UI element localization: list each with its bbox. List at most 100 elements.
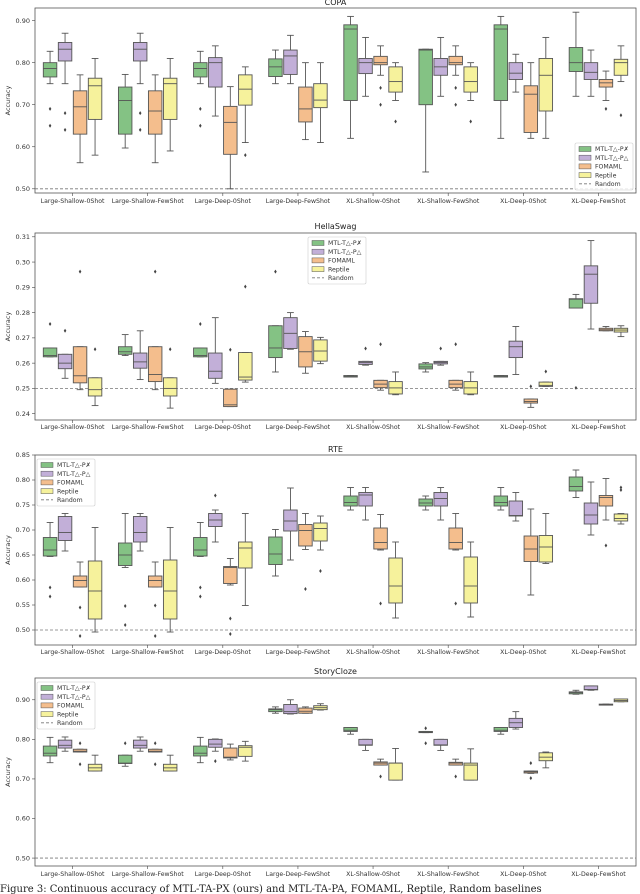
outlier-marker [274, 269, 277, 274]
box-reptile [238, 66, 253, 158]
box-fomaml [523, 508, 539, 596]
box-mtltp [418, 48, 433, 173]
x-tick-label: XL-Shallow-FewShot [417, 424, 480, 431]
outlier-marker [424, 726, 427, 731]
iqr-box [162, 559, 178, 620]
x-tick-label: Large-Deep-0Shot [195, 424, 252, 431]
iqr-box [388, 762, 403, 781]
outlier-marker [48, 594, 52, 599]
outlier-marker [619, 113, 623, 118]
outlier-marker [214, 493, 217, 498]
box-mtltp [208, 45, 223, 117]
legend-label: Random [57, 497, 83, 504]
box-reptile [313, 703, 328, 711]
iqr-box [238, 352, 253, 381]
y-tick-label: 0.55 [16, 601, 30, 609]
x-tick-label: Large-Shallow-0Shot [41, 424, 105, 431]
box-mtltp [117, 73, 133, 149]
box-mtltp [268, 49, 283, 85]
iqr-box [57, 516, 73, 541]
iqr-box [493, 495, 509, 507]
x-tick-label: XL-Shallow-0Shot [346, 871, 401, 878]
box-mtltp [433, 36, 448, 97]
x-tick-label: Large-Shallow-0Shot [41, 649, 105, 656]
outlier-marker [93, 347, 97, 352]
x-tick-label: XL-Shallow-FewShot [417, 649, 480, 656]
y-tick-label: 0.70 [16, 526, 30, 534]
legend-label: MTL-T△-P△ [595, 155, 629, 162]
box-reptile [87, 58, 103, 156]
legend-label: Reptile [595, 172, 617, 179]
y-tick-label: 0.50 [16, 185, 30, 193]
outlier-marker [153, 634, 157, 638]
box-mtltp [132, 513, 148, 552]
box-reptile [463, 371, 478, 396]
box-fomaml [72, 74, 88, 164]
iqr-box [208, 738, 223, 748]
legend-label: Random [57, 720, 83, 727]
box-reptile [538, 513, 554, 564]
box-reptile [87, 754, 103, 772]
outlier-marker [153, 741, 157, 746]
outlier-marker [244, 284, 247, 289]
outlier-marker [199, 106, 202, 111]
box-mtltp [42, 522, 58, 599]
box-reptile [388, 371, 403, 396]
y-tick-label: 0.60 [16, 576, 30, 584]
iqr-box [298, 707, 313, 714]
outlier-marker [454, 102, 457, 107]
box-fomaml [72, 561, 88, 638]
iqr-box [147, 346, 163, 383]
outlier-marker [619, 485, 623, 490]
iqr-box [238, 74, 253, 106]
legend-label: MTL-T△-P△ [57, 471, 91, 478]
y-tick-label: 0.80 [16, 736, 30, 744]
box-mtltp [433, 738, 448, 751]
iqr-box [358, 58, 373, 75]
box-mtltp [343, 727, 358, 735]
iqr-box [57, 353, 73, 370]
box-mtltp [583, 240, 599, 330]
x-tick-label: Large-Shallow-FewShot [112, 649, 185, 656]
box-reptile [87, 347, 103, 407]
outlier-marker [48, 123, 52, 128]
iqr-box [117, 542, 133, 566]
outlier-marker [123, 604, 127, 608]
legend-swatch [578, 154, 592, 161]
outlier-marker [199, 123, 202, 128]
outlier-marker [78, 762, 82, 767]
x-tick-label: Large-Shallow-FewShot [112, 871, 185, 878]
x-tick-label: XL-Deep-0Shot [500, 424, 547, 431]
box-reptile [162, 527, 178, 633]
box-mtltp [493, 487, 509, 511]
y-tick-label: 0.85 [16, 451, 30, 459]
iqr-box [268, 708, 283, 713]
box-reptile [238, 513, 253, 606]
y-tick-label: 0.29 [16, 284, 30, 292]
iqr-box [568, 298, 584, 309]
outlier-marker [138, 111, 142, 116]
box-fomaml [298, 62, 313, 141]
legend-frame [307, 236, 367, 285]
iqr-box [193, 537, 208, 557]
y-tick-label: 0.90 [16, 17, 30, 25]
box-mtltp [418, 362, 433, 373]
box-reptile [463, 748, 478, 781]
box-mtltp [117, 334, 133, 357]
iqr-box [493, 24, 509, 101]
outlier-marker [379, 601, 382, 606]
box-mtltp [583, 685, 599, 691]
legend-label: Random [328, 275, 354, 282]
iqr-box [42, 537, 58, 557]
legend-swatch [578, 172, 592, 178]
legend-swatch [40, 488, 54, 494]
iqr-box [433, 738, 448, 746]
box-mtltp [493, 15, 509, 139]
iqr-box [268, 58, 283, 77]
iqr-box [283, 509, 298, 532]
outlier-marker [123, 623, 127, 627]
outlier-marker [78, 269, 82, 274]
box-fomaml [523, 62, 539, 139]
y-tick-label: 0.50 [16, 854, 30, 862]
y-axis-label: Accuracy [4, 86, 12, 116]
